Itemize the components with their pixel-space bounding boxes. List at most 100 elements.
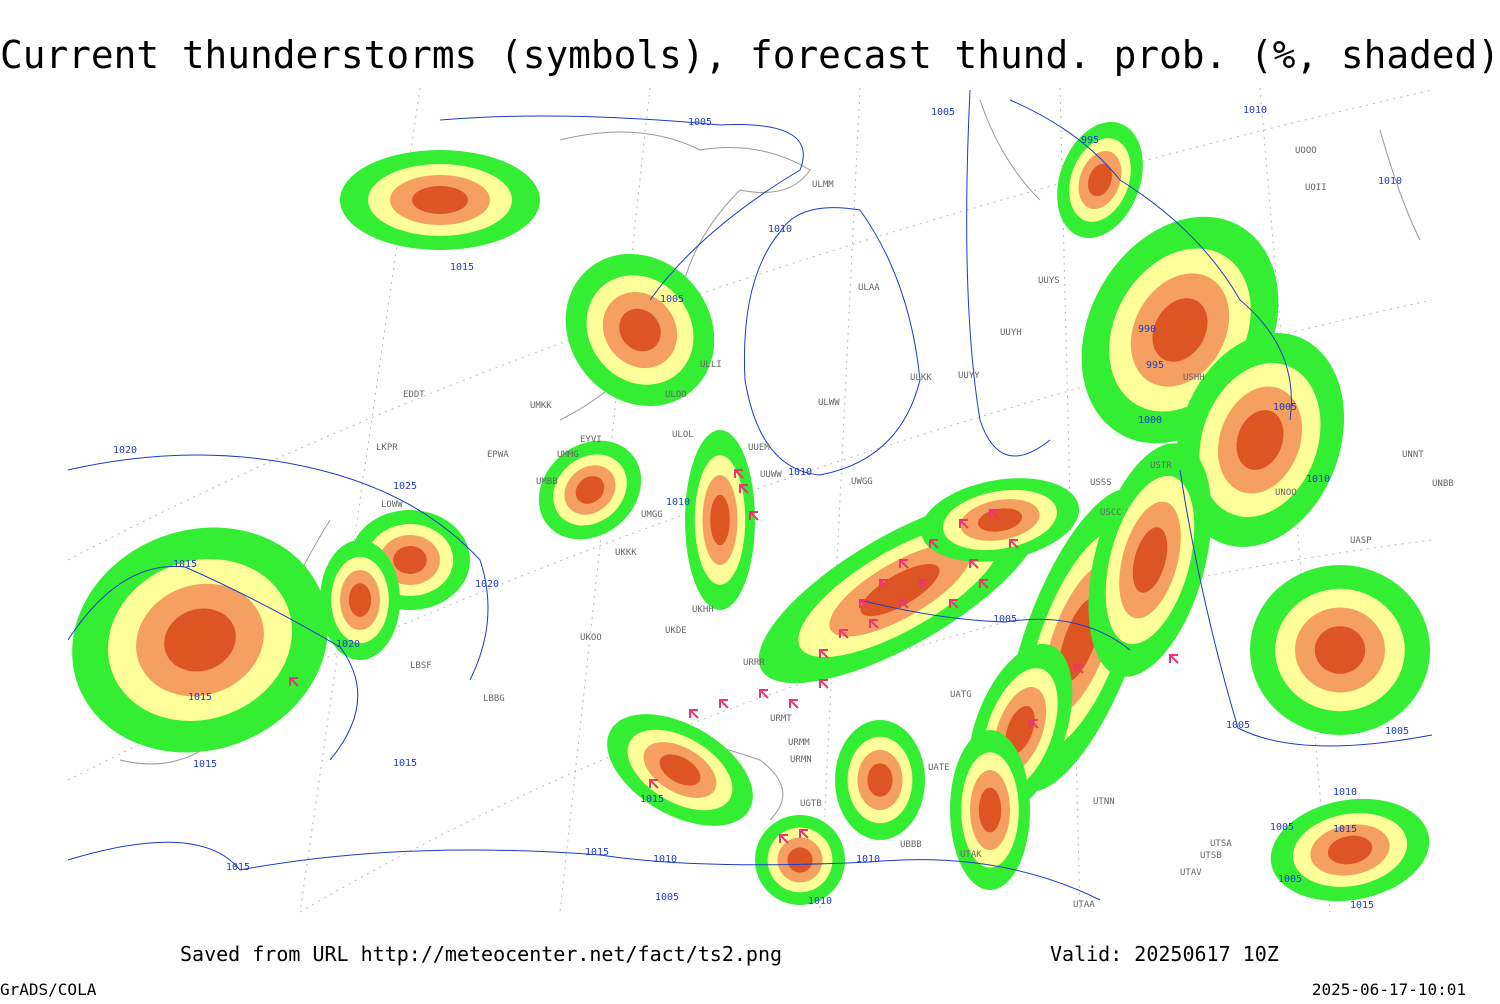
thunderstorm-symbol — [879, 579, 889, 589]
thunderstorm-symbol — [929, 539, 939, 549]
station-label: UNNT — [1402, 450, 1424, 460]
station-label: URMM — [788, 738, 810, 748]
thunderstorm-symbol — [649, 779, 659, 789]
isobar-label: 1025 — [393, 481, 417, 492]
isobar-labels: 1005 1005 1010 995 1010 1010 1015 1005 990 995 100… — [113, 105, 1409, 911]
thunderstorm-symbol — [289, 677, 299, 687]
thunderstorm-symbol — [1009, 539, 1019, 549]
isobar-label: 995 — [1146, 360, 1164, 371]
station-label: EPWA — [487, 450, 509, 460]
probability-area — [1005, 705, 1035, 755]
station-label: UKKK — [615, 548, 637, 558]
station-labels: ULMM UOOO UOII ULAA UUYS UUYH ULKK UUYY ULWW USHH… — [376, 146, 1454, 910]
station-label: EDDT — [403, 390, 425, 400]
isobar-label: 1005 — [1278, 874, 1302, 885]
probability-area — [710, 494, 730, 546]
station-label: UUYS — [1038, 276, 1060, 286]
isobar-label: 1005 — [655, 892, 679, 903]
thunderstorm-symbol — [1074, 664, 1084, 674]
thunderstorm-symbol — [759, 689, 769, 699]
station-label: EYVI — [580, 435, 602, 445]
thunderstorm-symbol — [789, 699, 799, 709]
isobar-label: 1005 — [931, 107, 955, 118]
station-label: UMMG — [557, 450, 579, 460]
station-label: USCC — [1100, 508, 1122, 518]
isobar-label: 1005 — [1226, 720, 1250, 731]
station-label: URRR — [743, 658, 765, 668]
station-label: USHH — [1183, 373, 1205, 383]
thunderstorm-symbol — [949, 599, 959, 609]
station-label: USSS — [1090, 478, 1112, 488]
isobar-label: 1020 — [475, 579, 499, 590]
isobar-label: 1010 — [856, 854, 880, 865]
station-label: ULMM — [812, 180, 834, 190]
station-label: UMGG — [641, 510, 663, 520]
station-label: UTSB — [1200, 851, 1222, 861]
isobar-label: 1015 — [640, 794, 664, 805]
station-label: UWGG — [851, 477, 873, 487]
thunderstorm-symbol — [819, 649, 829, 659]
station-label: UGTB — [800, 799, 822, 809]
isobar-label: 1015 — [226, 862, 250, 873]
thunderstorm-symbol — [749, 511, 759, 521]
thunderstorm-symbol — [859, 599, 869, 609]
isobar-label: 1015 — [193, 759, 217, 770]
station-label: UKHH — [692, 605, 714, 615]
probability-area — [1327, 835, 1373, 865]
station-label: ULAA — [858, 283, 880, 293]
station-label: UATE — [928, 763, 950, 773]
probability-area — [787, 847, 813, 873]
probability-area — [978, 787, 1002, 833]
station-label: ULKK — [910, 373, 932, 383]
isobar-label: 1015 — [450, 262, 474, 273]
isobar-label: 1010 — [1333, 787, 1357, 798]
isobar-label: 1015 — [585, 847, 609, 858]
station-label: UTNN — [1093, 797, 1115, 807]
isobars — [67, 89, 1433, 901]
isobar-label: 1010 — [1378, 176, 1402, 187]
isobar-label: 1015 — [188, 692, 212, 703]
thunderstorm-symbol — [1169, 654, 1179, 664]
station-label: ULOL — [672, 430, 694, 440]
station-label: UMKK — [530, 401, 552, 411]
station-label: LOWW — [381, 500, 403, 510]
isobar-label: 1005 — [660, 294, 684, 305]
thunderstorm-symbol — [799, 829, 809, 839]
station-label: LBSF — [410, 661, 432, 671]
isobar-label: 1015 — [173, 559, 197, 570]
station-label: UUYY — [958, 371, 980, 381]
station-label: ULOO — [665, 390, 687, 400]
isobar-label: 1005 — [993, 614, 1017, 625]
probability-area — [1152, 298, 1208, 362]
software: GrADS/COLA — [0, 980, 97, 999]
station-label: UNBB — [1432, 479, 1454, 489]
thunderstorm-symbol — [689, 709, 699, 719]
station-label: UOOO — [1295, 146, 1317, 156]
probability-area — [1088, 163, 1112, 197]
probability-area — [393, 546, 427, 574]
probability-area — [1314, 626, 1366, 674]
station-label: UUYH — [1000, 328, 1022, 338]
station-label: LBBG — [483, 694, 505, 704]
isobar-label: 1015 — [1350, 900, 1374, 911]
station-label: UMBB — [536, 477, 558, 487]
isobar-label: 1005 — [1385, 726, 1409, 737]
station-label: ULWW — [818, 398, 840, 408]
isobar-label: 1010 — [1306, 474, 1330, 485]
probability-shading — [72, 121, 1430, 905]
station-label: UNOO — [1275, 488, 1297, 498]
station-label: UTAK — [960, 850, 982, 860]
isobar-label: 1020 — [113, 445, 137, 456]
station-label: LKPR — [376, 443, 398, 453]
thunderstorm-symbol — [899, 559, 909, 569]
title: Current thunderstorms (symbols), forecas… — [0, 33, 1500, 77]
isobar-label: 1005 — [1270, 822, 1294, 833]
station-label: USTR — [1150, 461, 1172, 471]
isobar-label: 1010 — [653, 854, 677, 865]
timestamp: 2025-06-17-10:01 — [1312, 980, 1466, 999]
isobar-label: 1015 — [1333, 824, 1357, 835]
thunderstorm-symbol — [839, 629, 849, 639]
thunderstorm-symbol — [959, 519, 969, 529]
